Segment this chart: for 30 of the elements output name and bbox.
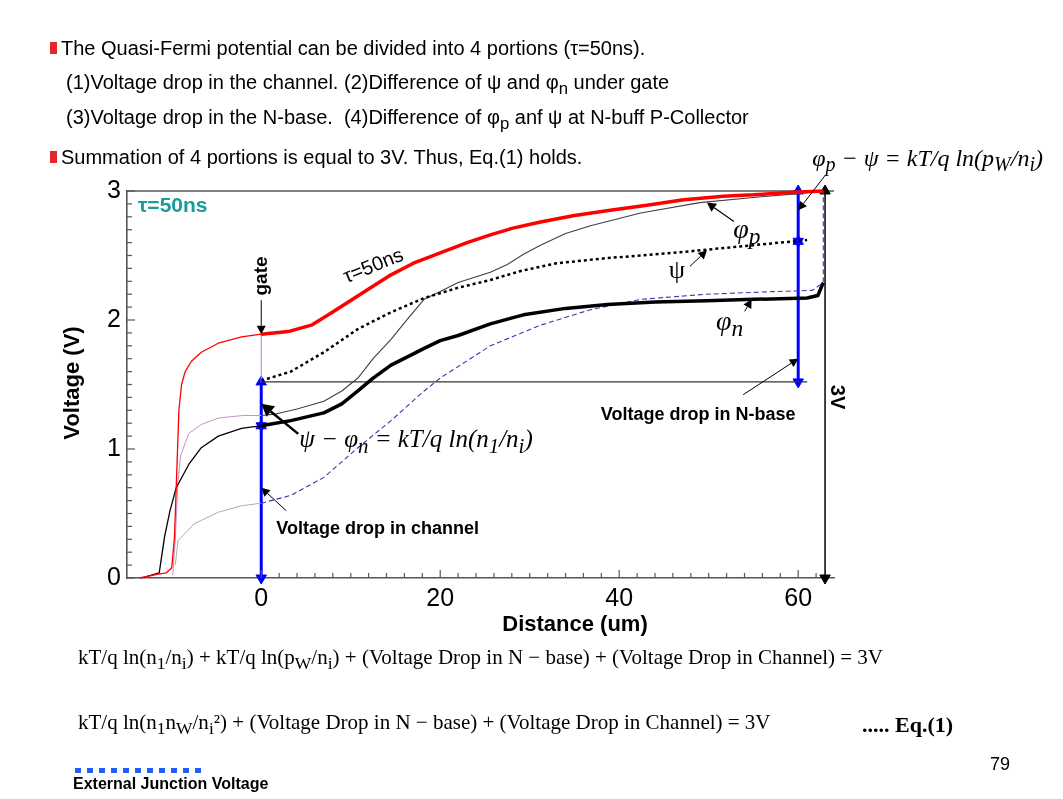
text: kT/q ln(n$_{1}$n$_{W}$/n$_{i}$²) + (Voltage Drop in N − base) + (Voltage Drop in Channel) = 3V (78, 710, 771, 739)
text: 79 (990, 754, 1011, 775)
y-tick-label: 2 (107, 303, 121, 332)
annotation: φ$_{p}$ (733, 212, 761, 250)
annotation: ψ − φ$_{n}$ = kT/q ln(n$_{1}$/n$_{i}$) (299, 424, 533, 458)
annotation: φ$_{p}$ − ψ = kT/q ln(p$_{W}$/n$_{i}$) (812, 144, 1043, 176)
chart-title: The Quasi-Fermi potential can be divided into 4 portions (τ=50ns). (61, 37, 646, 59)
text: ..... Eq.(1) (862, 711, 954, 738)
annotation: Voltage drop in N-base (600, 403, 796, 425)
x-tick-label: 60 (784, 582, 813, 611)
text: (1)Voltage drop in the channel. (2)Difference of ψ and φ$_{n}$ under gate (66, 71, 670, 99)
annotation: φ$_{n}$ (716, 305, 744, 343)
text: Summation of 4 portions is equal to 3V. Thus, Eq.(1) holds. (61, 146, 583, 168)
annotation: Voltage drop in channel (276, 517, 479, 539)
text: kT/q ln(n$_{1}$/n$_{i}$) + kT/q ln(p$_{W}$/n$_{i}$) + (Voltage Drop in N − base) + (Voltage Drop in Channel) = 3V (78, 645, 884, 674)
x-tick-label: 0 (254, 582, 269, 611)
y-tick-label: 0 (107, 561, 121, 590)
y-tick-label: 3 (107, 174, 121, 203)
y-tick-label: 1 (107, 432, 121, 461)
x-tick-label: 40 (605, 582, 634, 611)
annotation: ψ (668, 255, 686, 285)
annotation: gate (249, 256, 272, 296)
annotation: 3V (827, 384, 850, 409)
y-axis-title: Voltage (V) (59, 326, 85, 440)
text: (3)Voltage drop in the N-base. (4)Difference of φ$_{p}$ anf ψ at N-buff P-Collector (66, 106, 749, 134)
annotation: τ=50ns (339, 243, 406, 288)
text: External Junction Voltage (73, 775, 269, 793)
annotation: τ=50ns (138, 193, 208, 217)
x-tick-label: 20 (426, 582, 455, 611)
x-axis-title: Distance (um) (502, 611, 648, 637)
